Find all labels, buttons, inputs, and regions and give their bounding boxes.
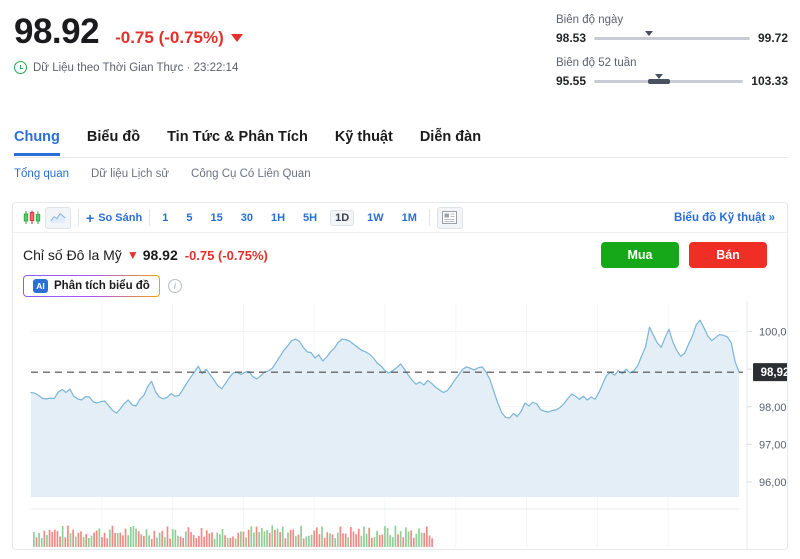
chart-card: + So Sánh 1 5 15 30 1H 5H 1D 1W 1M Biểu đồ Kỹ th… (12, 202, 788, 550)
ai-badge-icon: AI (33, 279, 48, 293)
primary-nav: Chung Biểu đồ Tin Tức & Phân Tích Kỹ thuật D… (0, 118, 800, 158)
week52-range-slider[interactable] (594, 73, 744, 84)
nav-item-3[interactable]: Kỹ thuật (334, 129, 393, 145)
week52-range-label: Biên độ 52 tuần (556, 57, 637, 69)
week52-range-fill (647, 78, 671, 84)
ai-analyze-label: Phân tích biểu đồ (54, 280, 150, 292)
price-change: -0.75 (-0.75%) (115, 28, 243, 48)
chart-toolbar: + So Sánh 1 5 15 30 1H 5H 1D 1W 1M Biểu đồ Kỹ th… (13, 203, 787, 233)
buy-button[interactable]: Mua (601, 242, 679, 268)
realtime-status: Dữ Liệu theo Thời Gian Thực · 23:22:14 (14, 61, 243, 74)
timeframe-15[interactable]: 15 (210, 211, 223, 224)
ai-analyze-chart-button[interactable]: AI Phân tích biểu đồ (23, 275, 160, 297)
quote-header: 98.92 -0.75 (-0.75%) Dữ Liệu theo Thời G… (14, 14, 243, 74)
daily-range: Biên độ ngày 98.53 99.72 (556, 14, 788, 45)
week52-range-high: 103.33 (751, 74, 788, 88)
toolbar-divider-3 (428, 209, 430, 226)
timeframe-1H[interactable]: 1H (270, 211, 286, 224)
page-title: 98.92 (14, 12, 100, 51)
svg-text:98,92: 98,92 (761, 367, 788, 379)
caret-down-icon (230, 34, 243, 42)
svg-text:100,00: 100,00 (759, 327, 788, 339)
nav-item-4[interactable]: Diễn đàn (419, 129, 482, 145)
clock-icon (14, 61, 27, 74)
toolbar-divider (78, 209, 79, 226)
ai-analysis-row: AI Phân tích biểu đồ i (13, 268, 787, 297)
timeframe-1D[interactable]: 1D (330, 209, 355, 226)
candlestick-chart-icon[interactable] (19, 207, 45, 229)
trend-down-icon: ▼ (126, 248, 139, 262)
timeframe-1M[interactable]: 1M (401, 211, 417, 224)
range-panel: Biên độ ngày 98.53 99.72 Biên độ 52 tuần… (556, 14, 788, 100)
svg-text:97,00: 97,00 (759, 439, 787, 451)
price-change-text: -0.75 (-0.75%) (115, 28, 224, 47)
week52-range: Biên độ 52 tuần 95.55 103.33 (556, 57, 788, 88)
toolbar-divider-2 (149, 209, 151, 226)
timeframe-1[interactable]: 1 (162, 211, 169, 224)
daily-range-marker (645, 30, 654, 36)
chart-change: -0.75 (-0.75%) (184, 247, 268, 263)
timeframe-5[interactable]: 5 (186, 211, 193, 224)
week52-range-row: 95.55 103.33 (556, 73, 788, 88)
daily-range-row: 98.53 99.72 (556, 30, 788, 45)
nav-item-0[interactable]: Chung (14, 118, 60, 156)
daily-range-low: 98.53 (556, 31, 587, 45)
daily-range-slider[interactable] (594, 30, 750, 40)
timeframe-5H[interactable]: 5H (303, 211, 318, 224)
trade-buttons: Mua Bán (601, 242, 777, 268)
week52-range-low: 95.55 (556, 74, 587, 88)
svg-text:98,00: 98,00 (759, 402, 787, 414)
chart-title-row: Chỉ số Đô la Mỹ ▼ 98.92 -0.75 (-0.75%) M… (13, 233, 787, 268)
compare-button[interactable]: + So Sánh (86, 211, 142, 225)
news-layout-icon[interactable] (436, 206, 463, 229)
subnav-item-2[interactable]: Công Cụ Có Liên Quan (191, 168, 311, 180)
subnav-item-0[interactable]: Tổng quan (14, 168, 69, 180)
chart-last-price: 98.92 (142, 247, 178, 263)
timeframe-30[interactable]: 30 (240, 211, 253, 224)
sell-button[interactable]: Bán (689, 242, 767, 268)
daily-range-label: Biên độ ngày (556, 14, 624, 26)
compare-label: So Sánh (98, 211, 143, 224)
secondary-nav: Tổng quan Dữ liệu Lịch sử Công Cụ Có Liên … (14, 168, 311, 180)
quote-row: 98.92 -0.75 (-0.75%) (14, 14, 243, 49)
timeframe-1W[interactable]: 1W (367, 211, 384, 224)
technical-chart-link[interactable]: Biểu đồ Kỹ thuật » (674, 211, 775, 224)
realtime-label: Dữ Liệu theo Thời Gian Thực · 23:22:14 (33, 61, 239, 74)
subnav-item-1[interactable]: Dữ liệu Lịch sử (91, 168, 170, 180)
plus-icon: + (86, 209, 95, 226)
line-chart-icon[interactable] (45, 206, 71, 229)
daily-range-high: 99.72 (757, 31, 788, 45)
nav-item-1[interactable]: Biểu đồ (86, 129, 141, 145)
nav-item-2[interactable]: Tin Tức & Phân Tích (167, 129, 308, 145)
instrument-name: Chỉ số Đô la Mỹ (23, 247, 122, 263)
svg-text:96,00: 96,00 (759, 477, 787, 489)
info-icon[interactable]: i (167, 279, 182, 293)
week52-range-marker (655, 73, 664, 79)
nav-divider (14, 157, 788, 158)
